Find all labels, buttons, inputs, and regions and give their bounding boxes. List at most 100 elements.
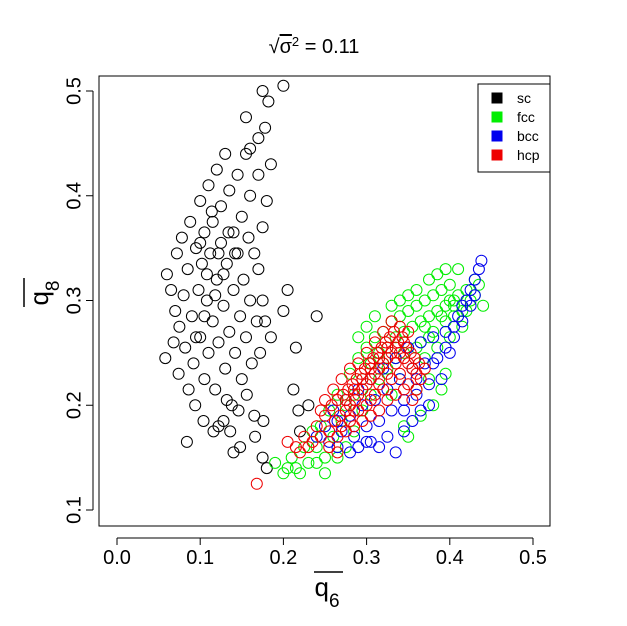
- point-fcc: [402, 305, 415, 317]
- point-fcc: [393, 294, 406, 307]
- point-sc: [244, 189, 257, 202]
- point-bcc: [389, 446, 402, 459]
- x-axis-title: q6: [314, 571, 343, 612]
- point-fcc: [439, 263, 452, 276]
- point-fcc: [352, 331, 365, 344]
- series-hcp: [250, 315, 431, 490]
- point-hcp: [406, 394, 419, 406]
- point-sc: [175, 231, 188, 244]
- point-hcp: [389, 357, 402, 370]
- legend-item-sc: sc: [491, 90, 531, 106]
- point-sc: [252, 168, 265, 181]
- point-sc: [165, 284, 178, 296]
- point-hcp: [402, 325, 415, 338]
- point-sc: [172, 367, 185, 380]
- point-sc: [210, 163, 223, 176]
- point-hcp: [281, 435, 294, 448]
- point-sc: [223, 184, 236, 197]
- point-sc: [252, 132, 265, 145]
- point-hcp: [364, 409, 377, 422]
- legend-swatch: [491, 92, 503, 104]
- point-sc: [210, 273, 223, 286]
- point-fcc: [443, 278, 456, 291]
- point-sc: [209, 289, 222, 302]
- point-sc: [229, 346, 242, 359]
- point-sc: [167, 336, 180, 349]
- points-layer: [159, 79, 490, 490]
- point-sc: [248, 247, 261, 260]
- point-fcc: [302, 456, 315, 469]
- point-sc: [232, 404, 245, 417]
- point-hcp: [373, 404, 386, 417]
- point-hcp: [335, 373, 348, 386]
- y-axis-title: q8: [23, 278, 64, 307]
- point-hcp: [327, 383, 340, 396]
- point-hcp: [381, 367, 394, 380]
- point-fcc: [423, 310, 435, 323]
- point-fcc: [477, 299, 490, 312]
- point-bcc: [360, 435, 373, 448]
- point-bcc: [418, 357, 431, 370]
- point-hcp: [381, 341, 394, 354]
- point-hcp: [344, 362, 356, 375]
- x-tick-label: 0.3: [353, 547, 381, 569]
- point-fcc: [418, 320, 431, 333]
- point-sc: [185, 310, 198, 323]
- point-sc: [181, 263, 194, 276]
- point-fcc: [435, 383, 448, 396]
- point-fcc: [269, 456, 282, 469]
- point-bcc: [472, 263, 485, 276]
- point-sc: [159, 352, 172, 365]
- point-sc: [198, 226, 211, 239]
- chart-title-text: √σ2 = 0.11: [269, 34, 360, 59]
- point-hcp: [364, 394, 377, 406]
- x-tick-label: 0.5: [519, 547, 547, 569]
- point-sc: [195, 257, 208, 270]
- point-bcc: [352, 441, 365, 454]
- point-sc: [209, 383, 222, 396]
- y-tick-label: 0.1: [63, 496, 85, 524]
- point-bcc: [398, 425, 410, 438]
- point-sc: [223, 325, 236, 338]
- point-sc: [264, 158, 277, 171]
- point-sc: [180, 435, 193, 448]
- point-sc: [302, 399, 315, 412]
- point-fcc: [393, 310, 406, 323]
- point-bcc: [373, 415, 386, 427]
- point-sc: [292, 404, 305, 417]
- point-sc: [231, 247, 244, 260]
- point-fcc: [435, 310, 448, 323]
- point-hcp: [393, 367, 406, 380]
- point-sc: [240, 388, 253, 401]
- point-bcc: [385, 404, 398, 417]
- x-axis-title-text: q6: [314, 572, 339, 612]
- point-sc: [220, 257, 233, 270]
- point-sc: [198, 373, 211, 386]
- legend-swatch: [491, 111, 503, 123]
- point-hcp: [302, 441, 315, 454]
- point-hcp: [294, 446, 306, 459]
- point-sc: [169, 305, 182, 317]
- series-sc: [159, 79, 323, 475]
- point-hcp: [348, 404, 361, 417]
- point-bcc: [414, 336, 427, 349]
- point-sc: [219, 147, 232, 160]
- y-tick-label: 0.5: [63, 77, 85, 105]
- point-sc: [197, 415, 210, 427]
- point-fcc: [423, 373, 435, 386]
- point-bcc: [448, 331, 460, 344]
- point-fcc: [410, 299, 423, 312]
- point-bcc: [456, 315, 469, 328]
- point-sc: [187, 357, 200, 370]
- point-sc: [281, 284, 294, 296]
- point-bcc: [381, 430, 394, 443]
- point-sc: [215, 236, 227, 249]
- point-fcc: [281, 462, 294, 475]
- title-rest-text: = 0.11: [299, 36, 359, 58]
- point-sc: [256, 294, 269, 307]
- point-sc: [240, 111, 252, 124]
- point-sc: [179, 341, 192, 354]
- point-hcp: [314, 430, 327, 443]
- point-sc: [182, 383, 195, 396]
